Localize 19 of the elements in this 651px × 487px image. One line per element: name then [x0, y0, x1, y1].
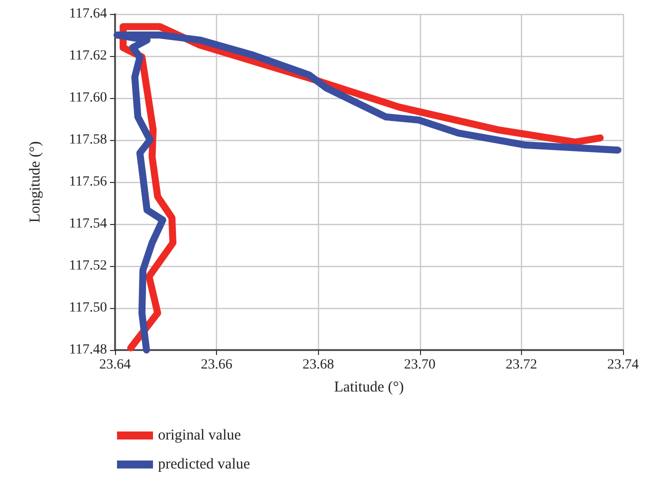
x-tick-label: 23.74 — [607, 358, 639, 372]
y-tick-label: 117.62 — [69, 48, 107, 64]
x-tick-label: 23.70 — [404, 358, 436, 372]
legend-label: original value — [158, 428, 242, 444]
y-tick-label: 117.50 — [69, 300, 107, 316]
y-tick-label: 117.52 — [69, 258, 107, 274]
x-tick-label: 23.66 — [200, 358, 232, 372]
x-tick-label: 23.72 — [506, 358, 538, 372]
y-tick-label: 117.60 — [69, 90, 107, 106]
y-tick-label: 117.58 — [69, 132, 107, 148]
y-tick-label: 117.48 — [69, 342, 107, 358]
x-tick-label: 23.64 — [99, 358, 131, 372]
y-tick-label: 117.64 — [69, 6, 107, 22]
y-axis-title: Longitude (°) — [28, 141, 44, 223]
y-tick-label: 117.56 — [69, 174, 107, 190]
x-axis-title: Latitude (°) — [334, 380, 404, 396]
legend-label: predicted value — [158, 456, 250, 472]
x-tick-label: 23.68 — [302, 358, 334, 372]
y-tick-label: 117.54 — [69, 216, 107, 232]
